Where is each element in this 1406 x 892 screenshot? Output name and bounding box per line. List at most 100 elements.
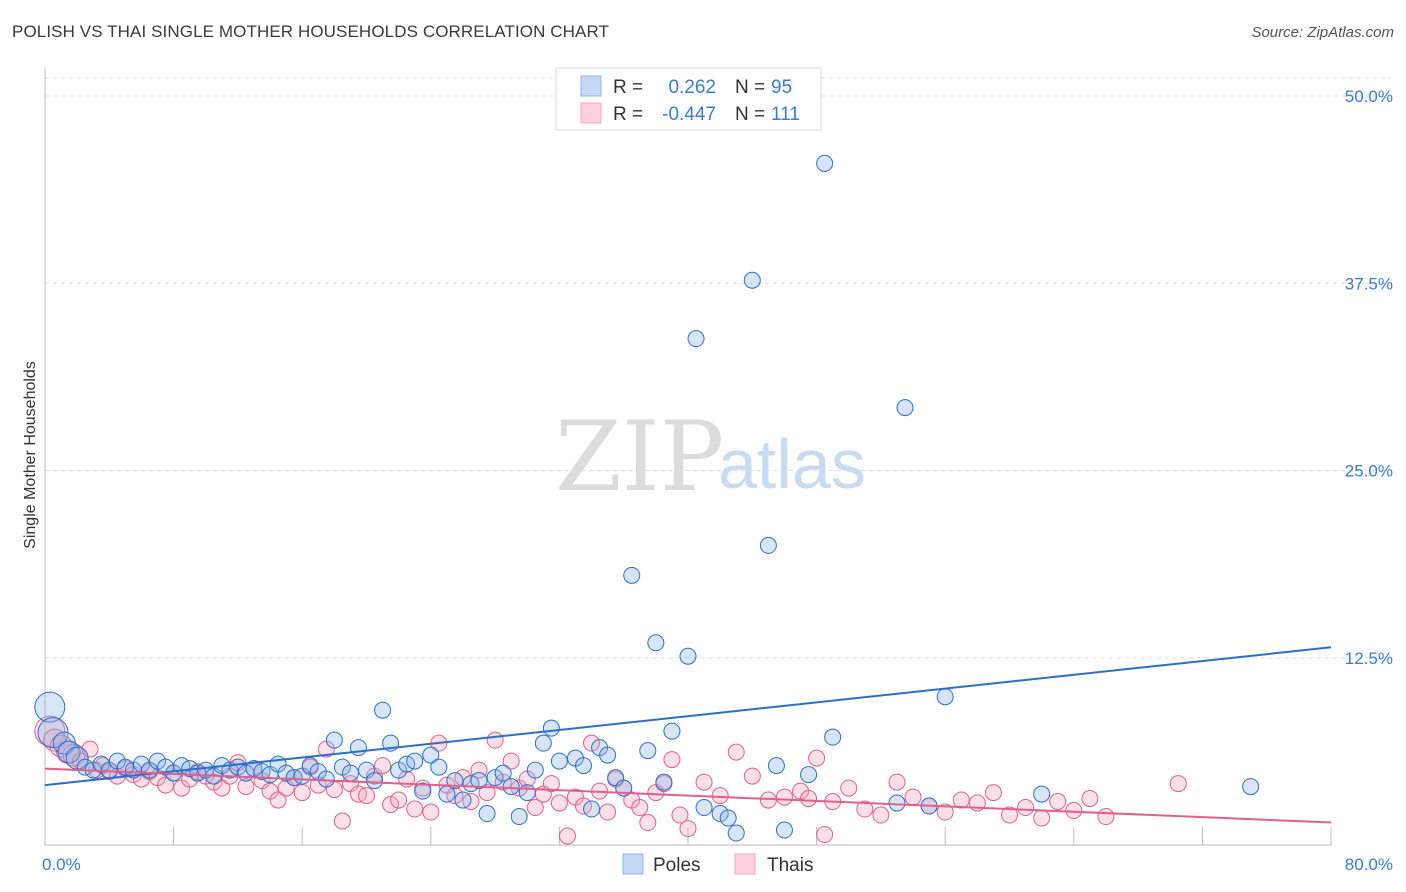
thais-point (743, 767, 761, 785)
thais-point (711, 787, 729, 805)
thais-point (695, 773, 713, 791)
poles-point (518, 784, 536, 802)
tick-labels: 12.5% 25.0% 37.5% 50.0% 0.0% 80.0% (42, 87, 1393, 874)
poles-point (816, 154, 834, 172)
thais-point (808, 749, 826, 767)
poles-point (542, 719, 560, 737)
poles-point (639, 742, 657, 760)
poles-point (550, 752, 568, 770)
thais-point (293, 784, 311, 802)
thais-point (952, 791, 970, 809)
poles-point (695, 799, 713, 817)
poles-point (430, 758, 448, 776)
thais-point (502, 752, 520, 770)
thais-point (663, 751, 681, 769)
poles-point (775, 821, 793, 839)
thais-point (374, 757, 392, 775)
thais-point (333, 812, 351, 830)
poles-point (711, 805, 729, 823)
poles-trendline (44, 646, 1332, 787)
poles-point (583, 800, 601, 818)
thais-point (727, 743, 745, 761)
poles-point (687, 330, 705, 348)
thais-point (856, 800, 874, 818)
poles-point (800, 766, 818, 784)
poles-point (454, 791, 472, 809)
legend-poles-n-value: 95 (771, 77, 792, 98)
poles-point (719, 809, 737, 827)
thais-point (1169, 775, 1187, 793)
legend-poles-r-value: 0.262 (668, 77, 716, 98)
watermark-zip: ZIP (555, 401, 724, 513)
legend-swatch-thais (580, 102, 602, 124)
thais-point (800, 790, 818, 808)
poles-point (888, 794, 906, 812)
bottom-legend-poles: Poles (653, 855, 701, 876)
poles-point (599, 746, 617, 764)
poles-point (824, 728, 842, 746)
thais-point (390, 791, 408, 809)
poles-point (406, 752, 424, 770)
poles-point (526, 761, 544, 779)
thais-point (904, 788, 922, 806)
poles-point (34, 691, 66, 723)
x-tick-label: 80.0% (1345, 855, 1393, 874)
poles-point (575, 757, 593, 775)
poles-point (623, 566, 641, 584)
x-tick-label: 0.0% (42, 855, 81, 874)
legend-thais-r-label: R = (613, 104, 643, 125)
poles-point (896, 399, 914, 417)
y-tick-label: 25.0% (1345, 462, 1393, 481)
thais-point (422, 803, 440, 821)
thais-point (526, 799, 544, 817)
thais-point (936, 803, 954, 821)
poles-point (57, 740, 81, 764)
poles-point (325, 731, 343, 749)
thais-point (984, 784, 1002, 802)
legend-box: R = 0.262 N = 95 R = -0.447 N = 111 (555, 67, 822, 131)
thais-point (494, 773, 512, 791)
poles-point (679, 647, 697, 665)
poles-point (414, 782, 432, 800)
poles-point (534, 734, 552, 752)
thais-point (406, 800, 424, 818)
poles-point (422, 746, 440, 764)
thais-point (671, 806, 689, 824)
thais-point (542, 775, 560, 793)
y-tick-label: 12.5% (1345, 649, 1393, 668)
legend-poles-n-label: N = (735, 77, 765, 98)
thais-point (478, 784, 496, 802)
poles-point (502, 778, 520, 796)
trendlines (44, 646, 1332, 824)
grid-lines (45, 77, 1390, 659)
thais-point (639, 814, 657, 832)
thais-point (888, 773, 906, 791)
thais-point (81, 740, 99, 758)
thais-point (1017, 799, 1035, 817)
thais-point (1097, 808, 1115, 826)
thais-point (49, 734, 73, 758)
poles-point (341, 764, 359, 782)
legend-poles-r-label: R = (613, 77, 643, 98)
axes (44, 68, 1332, 846)
poles-point (277, 764, 295, 782)
thais-point (358, 787, 375, 805)
poles-point (1033, 785, 1051, 803)
thais-point (872, 806, 890, 824)
poles-points (34, 154, 1260, 842)
thais-point (269, 791, 287, 809)
bottom-legend-swatch-thais (734, 853, 756, 875)
poles-point (366, 772, 384, 790)
poles-point (647, 634, 665, 652)
thais-point (1081, 790, 1099, 808)
poles-point (446, 772, 464, 790)
poles-point (349, 739, 367, 757)
poles-point (494, 764, 512, 782)
thais-point (157, 776, 175, 794)
poles-point (510, 808, 528, 826)
thais-point (679, 820, 697, 838)
thais-point (237, 778, 255, 796)
poles-point (478, 805, 496, 823)
thais-point (486, 731, 504, 749)
